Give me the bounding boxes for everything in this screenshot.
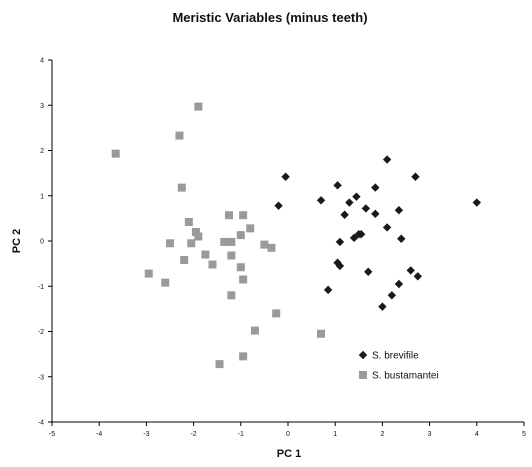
square-point — [191, 227, 200, 236]
diamond-point — [382, 155, 392, 164]
square-point — [184, 217, 193, 226]
diamond-point — [397, 234, 406, 243]
y-tick-label: -2 — [38, 329, 44, 336]
square-point — [227, 251, 236, 260]
diamond-point — [352, 192, 361, 201]
x-tick-label: 1 — [333, 431, 337, 438]
square-point — [187, 239, 196, 248]
diamond-point — [274, 201, 283, 210]
x-tick-label: -4 — [96, 431, 102, 438]
legend: S. brevifile S. bustamantei — [358, 350, 439, 382]
x-axis-label: PC 1 — [277, 448, 301, 460]
series-1 — [111, 102, 326, 369]
square-point — [260, 240, 269, 249]
square-point — [177, 183, 186, 192]
x-tick-label: 2 — [380, 431, 384, 438]
diamond-point — [382, 223, 392, 232]
x-tick-label: 4 — [475, 431, 479, 438]
square-point — [161, 278, 170, 287]
diamond-point — [340, 210, 349, 219]
y-tick-label: 3 — [40, 103, 44, 110]
square-point — [166, 239, 174, 248]
diamond-point — [345, 198, 354, 207]
chart-title: Meristic Variables (minus teeth) — [172, 10, 367, 25]
square-point — [208, 260, 217, 269]
diamond-point — [406, 266, 415, 275]
legend-label: S. bustamantei — [372, 371, 439, 382]
square-point — [194, 102, 203, 111]
diamond-point — [335, 261, 345, 271]
square-point — [239, 211, 248, 220]
square-point — [250, 326, 259, 335]
square-point — [236, 231, 245, 240]
square-point — [246, 224, 255, 233]
diamond-point — [411, 172, 420, 181]
square-point — [317, 329, 326, 338]
axes — [51, 60, 524, 423]
diamond-point — [364, 267, 373, 276]
square-point — [239, 275, 248, 284]
diamond-point — [378, 302, 387, 311]
diamond-point — [361, 204, 371, 213]
x-tick-label: 0 — [286, 431, 290, 438]
square-point — [111, 149, 120, 158]
diamond-point — [316, 196, 326, 205]
x-tick-label: 3 — [428, 431, 432, 438]
diamond-point — [333, 181, 342, 190]
square-point — [201, 250, 210, 259]
square-point — [180, 256, 189, 265]
square-point — [272, 309, 281, 318]
square-point — [220, 237, 229, 246]
y-axis-label: PC 2 — [11, 229, 23, 253]
diamond-point — [394, 206, 404, 215]
square-point — [194, 232, 203, 241]
diamond-point — [394, 279, 404, 289]
square-point — [267, 243, 276, 252]
diamond-point — [371, 209, 380, 219]
diamond-point — [472, 198, 481, 207]
diamond-point — [387, 291, 397, 300]
square-point — [175, 131, 184, 140]
y-tick-label: 0 — [40, 239, 44, 246]
legend-marker — [359, 371, 367, 379]
y-tick-label: 1 — [40, 193, 44, 200]
diamond-point — [349, 233, 359, 243]
x-tick-label: -2 — [190, 431, 196, 438]
diamond-point — [323, 285, 333, 295]
x-tick-label: 5 — [522, 431, 526, 438]
x-tick-label: -3 — [143, 431, 149, 438]
square-point — [227, 291, 236, 300]
diamond-point — [335, 237, 345, 247]
diamond-point — [356, 230, 366, 239]
y-tick-label: -3 — [38, 374, 44, 381]
square-point — [239, 352, 248, 361]
y-tick-label: -1 — [38, 284, 44, 291]
series-0 — [274, 155, 481, 311]
x-ticks: -5 -4 -3 -2 -1 0 1 2 3 4 5 — [49, 422, 526, 438]
diamond-point — [371, 183, 380, 192]
x-tick-label: -5 — [49, 431, 55, 438]
legend-marker — [358, 350, 368, 360]
y-tick-label: -4 — [38, 420, 44, 427]
data-points — [111, 102, 481, 369]
diamond-point — [281, 172, 290, 181]
y-tick-label: 4 — [40, 58, 44, 65]
y-tick-label: 2 — [40, 148, 44, 155]
diamond-point — [413, 272, 422, 281]
square-point — [215, 360, 224, 369]
legend-label: S. brevifile — [372, 351, 419, 362]
x-tick-label: -1 — [238, 431, 244, 438]
y-ticks: 4 3 2 1 0 -1 -2 -3 -4 — [38, 58, 52, 427]
square-point — [225, 211, 233, 220]
square-point — [227, 237, 236, 246]
square-point — [144, 269, 153, 278]
square-point — [236, 263, 245, 272]
